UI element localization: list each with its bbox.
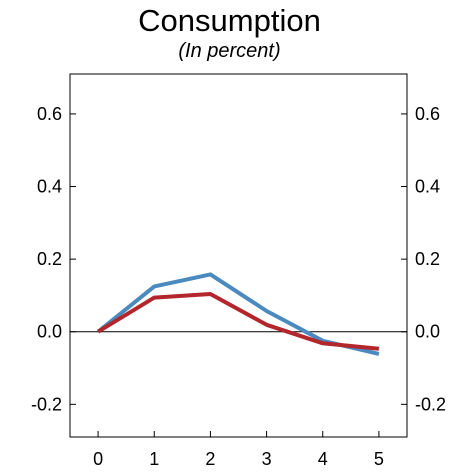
chart-subtitle: (In percent) [178, 40, 281, 62]
x-tick-label: 1 [149, 449, 159, 469]
x-tick-label: 2 [205, 449, 215, 469]
series-line-blue [96, 272, 380, 356]
y-tick-label-left: 0.2 [37, 249, 62, 269]
x-tick-label: 5 [374, 449, 384, 469]
series-line-red [97, 292, 380, 351]
y-tick-label-right: 0.2 [415, 249, 440, 269]
y-tick-label-right: 0.6 [415, 104, 440, 124]
y-tick-label-right: 0.0 [415, 322, 440, 342]
plot-frame [69, 73, 408, 438]
y-tick-label-right: -0.2 [415, 394, 446, 414]
x-tick-label: 3 [262, 449, 272, 469]
y-tick-label-left: 0.0 [37, 322, 62, 342]
y-tick-label-right: 0.4 [415, 177, 440, 197]
y-tick-label-left: 0.6 [37, 104, 62, 124]
y-tick-label-left: 0.4 [37, 177, 62, 197]
x-tick-label: 4 [318, 449, 328, 469]
x-tick-label: 0 [93, 449, 103, 469]
chart-title: Consumption [138, 3, 321, 38]
y-tick-label-left: -0.2 [31, 394, 62, 414]
